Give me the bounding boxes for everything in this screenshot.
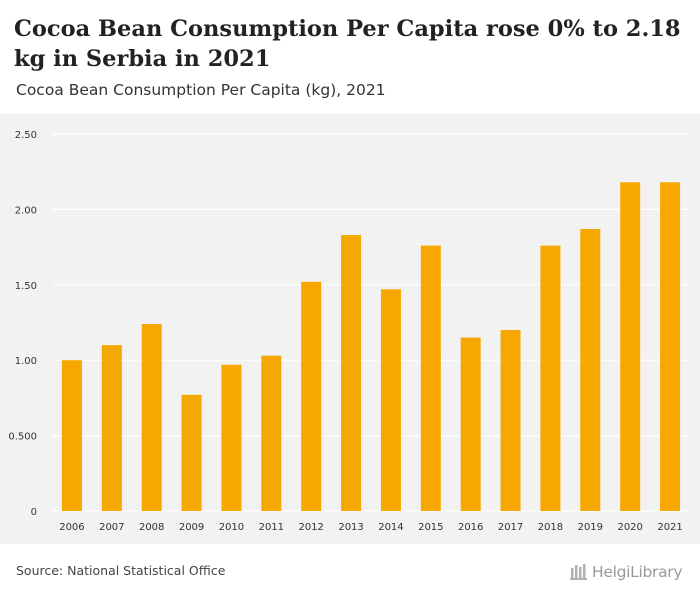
x-tick-label: 2010 bbox=[219, 522, 244, 533]
x-tick-label: 2009 bbox=[179, 522, 204, 533]
bar bbox=[380, 289, 401, 511]
bar bbox=[460, 337, 481, 511]
bar bbox=[301, 281, 322, 511]
bar bbox=[420, 245, 441, 512]
x-tick-label: 2018 bbox=[538, 522, 563, 533]
bar bbox=[580, 229, 601, 511]
bar bbox=[141, 324, 162, 511]
bar-chart: 0 0.500 1.00 1.50 2.00 2.50 2006 2007 2008 2009 20… bbox=[8, 130, 690, 533]
x-tick-label: 2019 bbox=[578, 522, 603, 533]
bar bbox=[261, 355, 282, 511]
bar bbox=[61, 360, 82, 511]
helgilibrary-logo[interactable]: HelgiLibrary bbox=[569, 561, 683, 583]
bar bbox=[620, 182, 641, 512]
logo-text: HelgiLibrary bbox=[592, 563, 683, 581]
x-tick-label: 2008 bbox=[139, 522, 164, 533]
x-tick-label: 2017 bbox=[498, 522, 523, 533]
bar bbox=[341, 235, 362, 511]
bar bbox=[540, 245, 561, 512]
x-tick-label: 2012 bbox=[298, 522, 323, 533]
y-tick-label: 2.50 bbox=[15, 130, 37, 141]
bar bbox=[181, 394, 202, 511]
x-tick-label: 2016 bbox=[458, 522, 483, 533]
x-tick-label: 2015 bbox=[418, 522, 443, 533]
bar bbox=[101, 345, 122, 511]
y-tick-label: 1.50 bbox=[15, 281, 37, 292]
x-tick-label: 2014 bbox=[378, 522, 403, 533]
x-tick-label: 2021 bbox=[657, 522, 682, 533]
x-tick-label: 2007 bbox=[99, 522, 124, 533]
y-tick-label: 0.500 bbox=[8, 432, 37, 443]
y-tick-label: 0 bbox=[31, 507, 37, 518]
x-tick-label: 2006 bbox=[59, 522, 84, 533]
chart-subtitle: Cocoa Bean Consumption Per Capita (kg), … bbox=[16, 81, 386, 99]
chart-title: Cocoa Bean Consumption Per Capita rose 0… bbox=[14, 16, 681, 72]
x-tick-label: 2011 bbox=[259, 522, 284, 533]
x-tick-label: 2013 bbox=[338, 522, 363, 533]
helgilibrary-logo-icon bbox=[570, 564, 587, 580]
source-note: Source: National Statistical Office bbox=[16, 563, 226, 578]
y-tick-label: 1.00 bbox=[15, 356, 37, 367]
x-tick-label: 2020 bbox=[617, 522, 642, 533]
bar bbox=[500, 330, 521, 511]
y-tick-label: 2.00 bbox=[15, 205, 37, 216]
bar bbox=[221, 364, 242, 511]
bar bbox=[660, 182, 681, 512]
